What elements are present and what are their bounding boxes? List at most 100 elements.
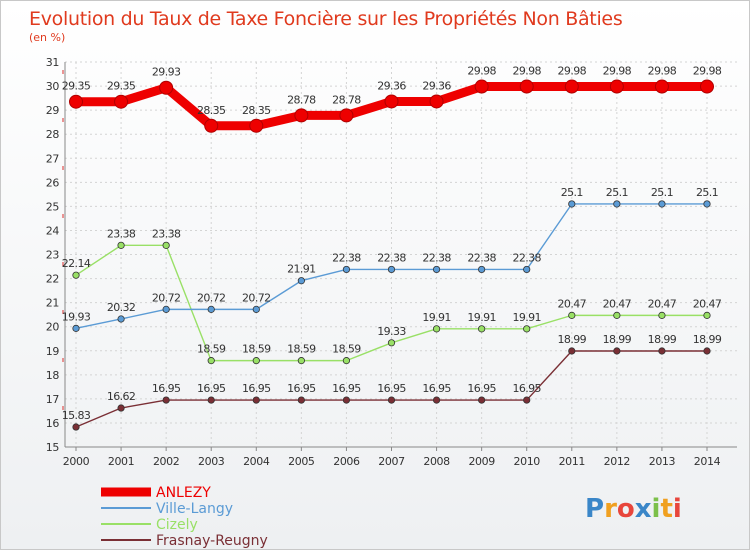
x-tick-label: 2011 — [559, 455, 585, 468]
y-tick-label: 17 — [46, 393, 60, 406]
data-point — [207, 357, 215, 365]
data-label: 19.93 — [62, 310, 91, 323]
data-point — [429, 94, 444, 109]
data-label: 18.59 — [332, 343, 361, 356]
data-label: 25.1 — [561, 186, 583, 199]
data-label: 16.95 — [152, 382, 181, 395]
data-point — [114, 94, 129, 109]
y-tick-label: 27 — [46, 152, 60, 165]
y-tick-label: 16 — [46, 417, 60, 430]
data-label: 18.99 — [693, 333, 722, 346]
logo-letter: i — [673, 494, 682, 524]
data-point — [703, 200, 711, 208]
y-tick-label: 31 — [46, 56, 59, 69]
data-label: 20.72 — [242, 291, 271, 304]
y-axis-unit: (en %) — [29, 31, 65, 44]
data-label: 18.59 — [197, 343, 226, 356]
data-point — [384, 94, 399, 109]
data-point — [249, 118, 264, 133]
data-point — [342, 265, 351, 274]
data-label: 22.38 — [377, 251, 406, 264]
data-label: 20.72 — [152, 291, 181, 304]
x-tick-label: 2006 — [333, 455, 360, 468]
data-point — [117, 315, 125, 323]
data-label: 16.95 — [242, 382, 271, 395]
data-point — [339, 108, 354, 123]
data-label: 28.35 — [197, 104, 226, 117]
data-label: 20.32 — [107, 301, 136, 314]
data-point — [658, 347, 666, 355]
data-point — [478, 265, 486, 274]
x-tick-label: 2013 — [649, 455, 676, 468]
data-point — [564, 79, 579, 94]
data-label: 29.35 — [62, 80, 91, 93]
data-label: 16.95 — [197, 382, 226, 395]
data-label: 20.47 — [693, 297, 722, 310]
data-point — [613, 311, 621, 319]
data-label: 29.98 — [512, 65, 541, 78]
data-point — [703, 311, 711, 319]
data-label: 20.72 — [197, 291, 226, 304]
y-tick-label: 30 — [46, 80, 60, 93]
data-point — [432, 325, 441, 333]
data-label: 15.83 — [62, 409, 91, 422]
data-point — [658, 200, 666, 208]
data-point — [474, 79, 489, 94]
y-tick-label: 24 — [46, 224, 60, 237]
data-label: 25.1 — [606, 186, 628, 199]
series-anlezy: 29.35 29.35 29.93 28.35 28.35 28.78 28.78 29.36… — [62, 65, 722, 133]
logo-letter: r — [604, 494, 617, 524]
proxiti-logo: Proxiti — [585, 494, 682, 524]
y-tick-label: 26 — [46, 176, 60, 189]
data-label: 18.99 — [603, 333, 632, 346]
data-label: 28.78 — [287, 93, 316, 106]
y-tick-label: 20 — [46, 321, 60, 334]
data-label: 29.98 — [558, 65, 587, 78]
data-label: 16.95 — [377, 382, 406, 395]
x-tick-label: 2010 — [514, 455, 541, 468]
data-label: 20.47 — [648, 297, 677, 310]
data-point — [297, 277, 305, 285]
data-label: 20.47 — [558, 297, 587, 310]
data-label: 29.35 — [107, 80, 136, 93]
x-tick-label: 2001 — [108, 455, 134, 468]
data-point — [297, 396, 305, 404]
data-label: 29.98 — [467, 65, 496, 78]
y-tick-label: 18 — [46, 369, 60, 382]
data-label: 18.99 — [648, 333, 677, 346]
grid — [65, 61, 737, 448]
data-label: 19.33 — [377, 325, 406, 338]
data-label: 28.78 — [332, 93, 361, 106]
data-label: 25.1 — [651, 186, 673, 199]
data-point — [523, 396, 531, 404]
data-point — [204, 118, 219, 133]
data-label: 16.95 — [332, 382, 361, 395]
data-point — [478, 396, 486, 404]
data-point — [387, 339, 396, 347]
data-label: 22.38 — [467, 251, 496, 264]
data-point — [432, 265, 441, 274]
logo-letter: P — [585, 494, 604, 524]
data-label: 29.36 — [422, 79, 451, 92]
data-label: 19.91 — [512, 311, 541, 324]
x-tick-label: 2007 — [378, 455, 405, 468]
y-tick-label: 23 — [46, 249, 60, 262]
data-label: 23.38 — [152, 227, 181, 240]
data-point — [252, 357, 260, 365]
data-label: 22.38 — [422, 251, 451, 264]
data-point — [387, 396, 396, 404]
x-tick-label: 2002 — [153, 455, 179, 468]
data-label: 29.36 — [377, 79, 406, 92]
x-tick-label: 2005 — [288, 455, 315, 468]
y-tick-label: 19 — [46, 345, 60, 358]
x-tick-label: 2003 — [198, 455, 225, 468]
data-label: 22.38 — [512, 251, 541, 264]
legend-entry: Frasnay-Reugny — [156, 533, 268, 549]
data-label: 22.38 — [332, 251, 361, 264]
data-point — [342, 396, 351, 404]
data-label: 22.14 — [62, 257, 91, 270]
data-point — [613, 200, 621, 208]
y-tick-label: 22 — [46, 273, 59, 286]
